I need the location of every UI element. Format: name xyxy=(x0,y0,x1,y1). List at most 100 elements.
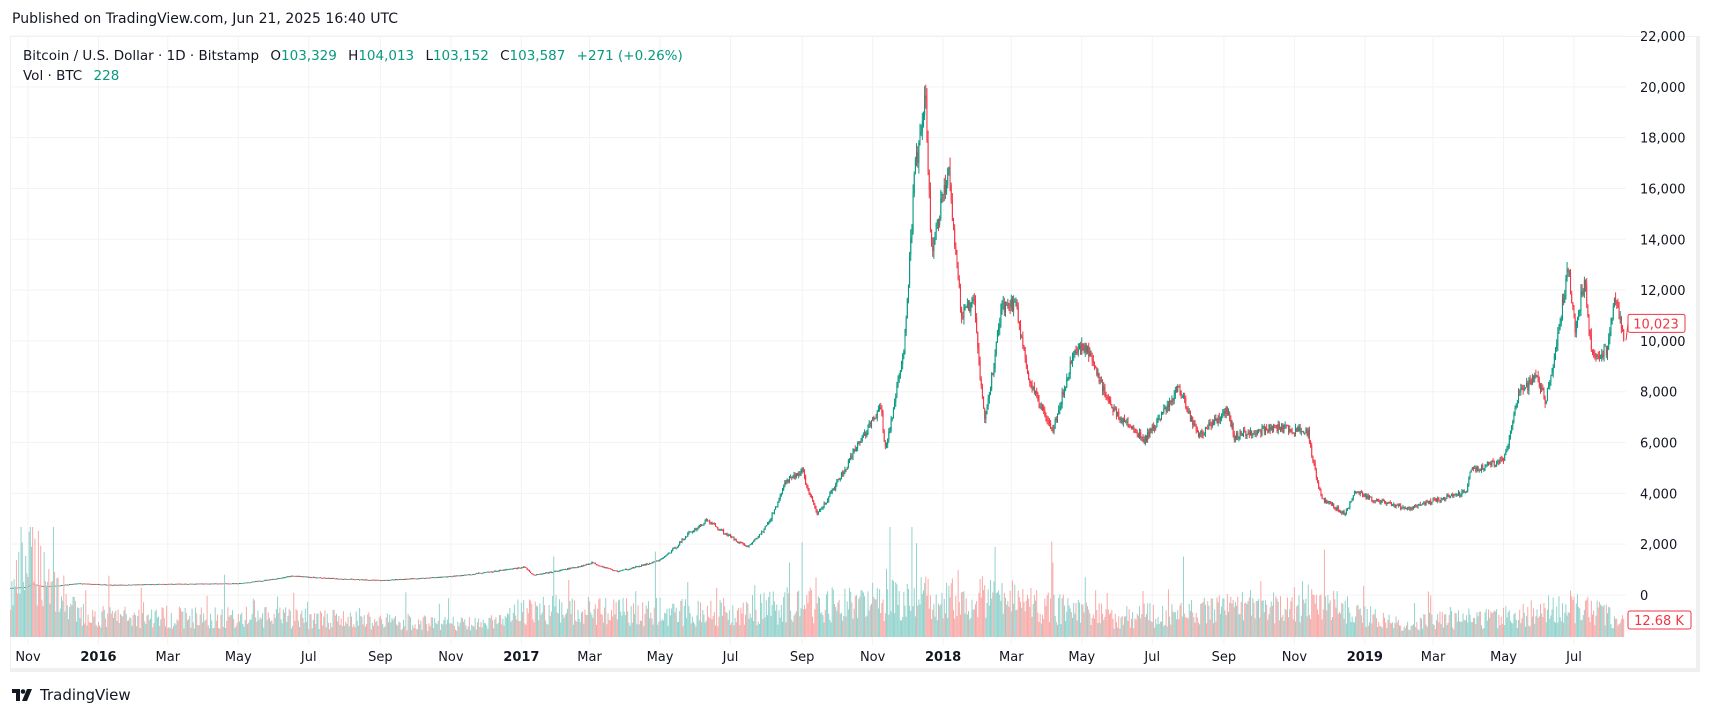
candle-body xyxy=(512,568,514,570)
volume-bar xyxy=(85,590,87,637)
volume-bar xyxy=(163,618,165,637)
tradingview-logo-icon xyxy=(12,689,32,701)
volume-bar xyxy=(1386,628,1388,637)
candle-body xyxy=(838,478,840,480)
candle-body xyxy=(1133,426,1135,430)
candle-body xyxy=(638,566,640,567)
symbol-title[interactable]: Bitcoin / U.S. Dollar · 1D · Bitstamp xyxy=(23,48,260,64)
candle-body xyxy=(1448,495,1450,498)
candle-body xyxy=(226,583,228,585)
candle-body xyxy=(1095,366,1097,368)
volume-bar xyxy=(330,622,332,637)
candle-body xyxy=(890,418,892,431)
volume-bar xyxy=(428,623,430,637)
candle-body xyxy=(349,578,351,580)
candle-body xyxy=(344,578,346,580)
candle-body xyxy=(1344,514,1346,516)
candle-body xyxy=(36,584,38,586)
volume-bar xyxy=(1506,617,1508,637)
volume-bar xyxy=(130,617,132,637)
volume-bar xyxy=(1013,603,1015,637)
candle-body xyxy=(65,584,67,586)
candle-body xyxy=(1014,301,1016,303)
candle-body xyxy=(1475,467,1477,472)
candle-body xyxy=(562,569,564,571)
volume-bar xyxy=(1332,617,1334,637)
volume-bar xyxy=(227,607,229,637)
volume-bar xyxy=(780,604,782,637)
candle-body xyxy=(1099,380,1101,382)
volume-bar xyxy=(970,617,972,637)
candle-body xyxy=(995,342,997,355)
candle-body xyxy=(1255,433,1257,435)
candle-body xyxy=(949,167,951,186)
volume-bar xyxy=(899,620,901,637)
volume-bar xyxy=(1208,605,1210,637)
candle-body xyxy=(474,573,476,575)
volume-bar xyxy=(1445,614,1447,637)
candle-body xyxy=(103,584,105,586)
volume-bar xyxy=(663,620,665,637)
volume-bar xyxy=(972,609,974,637)
volume-label[interactable]: Vol · BTC xyxy=(23,68,83,84)
volume-bar xyxy=(902,616,904,637)
candle-body xyxy=(659,559,661,562)
volume-bar xyxy=(1336,591,1338,637)
volume-bar xyxy=(1050,598,1052,637)
candle-body xyxy=(827,500,829,503)
volume-bar xyxy=(102,605,104,637)
candle-body xyxy=(1311,446,1313,456)
candle-body xyxy=(802,468,804,472)
volume-bar xyxy=(134,615,136,637)
volume-bar xyxy=(634,614,636,637)
volume-bar xyxy=(1216,597,1218,637)
candle-body xyxy=(82,583,84,585)
volume-bar xyxy=(709,618,711,637)
candle-body xyxy=(851,455,853,457)
candle-body xyxy=(299,575,301,577)
candle-body xyxy=(738,542,740,543)
volume-bar xyxy=(1460,621,1462,637)
volume-bar xyxy=(528,599,530,637)
candle-body xyxy=(989,389,991,395)
volume-bar xyxy=(318,629,320,637)
volume-bar xyxy=(1552,597,1554,637)
volume-bar xyxy=(926,595,928,637)
volume-bar xyxy=(1189,610,1191,637)
volume-bar xyxy=(879,589,881,637)
volume-bar xyxy=(830,622,832,637)
candle-body xyxy=(304,576,306,578)
volume-bar xyxy=(941,592,943,637)
volume-bar xyxy=(678,621,680,637)
candle-body xyxy=(600,565,602,567)
volume-bar xyxy=(928,608,930,637)
candle-body xyxy=(286,576,288,578)
tradingview-logo[interactable]: TradingView xyxy=(12,686,131,704)
volume-bar xyxy=(999,594,1001,637)
volume-bar xyxy=(517,599,519,637)
candle-body xyxy=(1128,425,1130,427)
volume-bar xyxy=(1255,601,1257,637)
volume-bar xyxy=(1385,622,1387,637)
volume-bar xyxy=(549,616,551,637)
volume-bar xyxy=(1451,610,1453,637)
volume-bar xyxy=(201,622,203,637)
candle-body xyxy=(1208,422,1210,429)
volume-bar xyxy=(351,616,353,637)
candle-body xyxy=(442,576,444,578)
candle-body xyxy=(647,564,649,565)
candle-body xyxy=(859,441,861,443)
volume-bar xyxy=(1370,606,1372,637)
candle-body xyxy=(1377,499,1379,502)
candle-body xyxy=(1008,303,1010,307)
candle-body xyxy=(931,229,933,246)
x-tick-label: 2018 xyxy=(925,650,961,665)
candle-body xyxy=(1392,505,1394,507)
candle-body xyxy=(245,582,247,584)
volume-bar xyxy=(697,600,699,637)
candle-body xyxy=(776,506,778,508)
volume-bar xyxy=(1041,614,1043,637)
volume-bar xyxy=(406,630,408,637)
candle-body xyxy=(617,571,619,573)
